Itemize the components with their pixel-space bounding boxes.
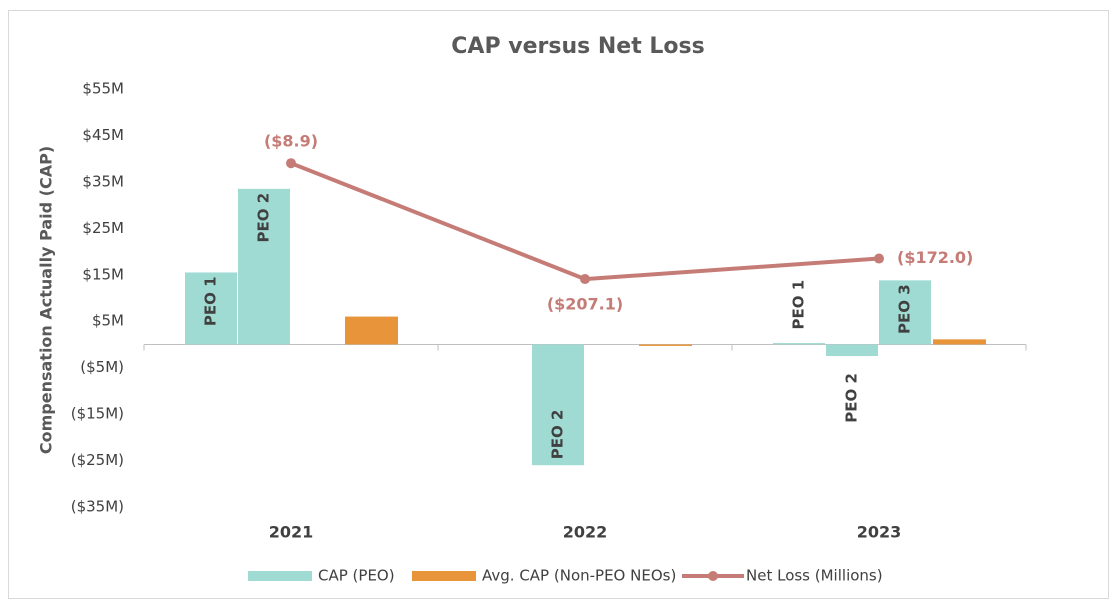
y-tick-label: $15M	[82, 265, 124, 283]
legend-swatch	[412, 571, 476, 581]
bar	[532, 344, 584, 466]
line-point	[286, 158, 296, 169]
y-tick-label: ($15M)	[71, 405, 124, 423]
legend-swatch	[248, 571, 312, 581]
bar-label: PEO 1	[790, 280, 808, 330]
y-tick-label: $25M	[82, 219, 124, 237]
bar	[773, 343, 825, 345]
bar	[185, 272, 237, 345]
bar-label: PEO 2	[549, 410, 567, 460]
data-label: ($207.1)	[547, 295, 623, 314]
legend-label: Net Loss (Millions)	[746, 567, 883, 585]
bar-label: PEO 2	[255, 193, 273, 243]
y-tick-label: $35M	[82, 172, 124, 190]
legend-label: CAP (PEO)	[318, 567, 395, 585]
bar	[345, 316, 398, 345]
x-tick-label: 2021	[269, 523, 314, 542]
bar-label: PEO 3	[896, 284, 914, 334]
x-tick-label: 2023	[857, 523, 902, 542]
y-tick-label: ($5M)	[80, 358, 124, 376]
line-point	[874, 253, 884, 264]
y-tick-label: $5M	[92, 312, 124, 330]
bar	[879, 280, 931, 345]
y-tick-label: ($35M)	[71, 498, 124, 516]
y-tick-label: $55M	[82, 80, 124, 98]
bar	[826, 344, 878, 357]
y-tick-label: $45M	[82, 126, 124, 144]
bar	[639, 344, 692, 346]
legend-label: Avg. CAP (Non-PEO NEOs)	[482, 567, 676, 585]
data-label: ($8.9)	[264, 132, 318, 151]
y-axis-label: Compensation Actually Paid (CAP)	[37, 146, 56, 454]
line-point	[580, 274, 590, 285]
bar-label: PEO 1	[202, 276, 220, 326]
x-tick-label: 2022	[563, 523, 608, 542]
chart-title: CAP versus Net Loss	[451, 34, 704, 59]
bar-label: PEO 2	[843, 373, 861, 423]
data-label: ($172.0)	[897, 248, 973, 267]
bar	[238, 188, 290, 345]
y-tick-label: ($25M)	[71, 451, 124, 469]
bar	[933, 339, 986, 345]
legend-swatch	[708, 571, 718, 581]
